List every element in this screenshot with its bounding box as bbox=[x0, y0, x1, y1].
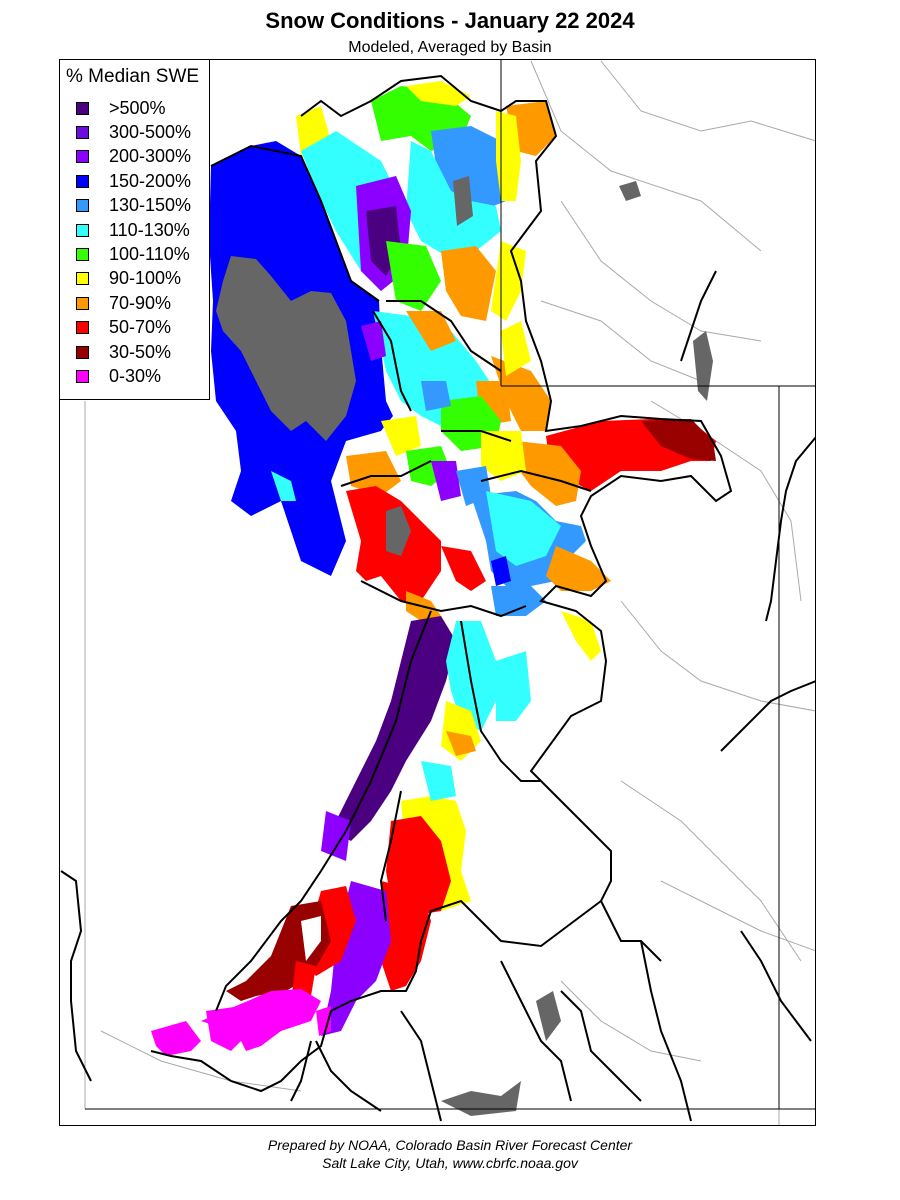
legend-item: 110-130% bbox=[76, 218, 190, 242]
map-title: Snow Conditions - January 22 2024 bbox=[265, 8, 635, 33]
legend-label: 70-90% bbox=[109, 292, 172, 313]
map-legend: % Median SWE >500% 300-500% 200-300% 150-20… bbox=[59, 59, 210, 400]
legend-item: 300-500% bbox=[76, 120, 191, 144]
snow-map-graphic bbox=[60, 60, 815, 1125]
legend-label: 200-300% bbox=[109, 146, 192, 167]
legend-item: 200-300% bbox=[76, 145, 191, 169]
legend-label: >500% bbox=[109, 97, 166, 118]
legend-swatch bbox=[76, 272, 89, 286]
legend-swatch bbox=[76, 150, 89, 164]
legend-swatch bbox=[76, 125, 89, 139]
legend-swatch bbox=[76, 321, 89, 335]
legend-swatch bbox=[76, 223, 89, 237]
snow-map bbox=[59, 59, 816, 1126]
legend-item: 130-150% bbox=[76, 194, 191, 218]
legend-label: 50-70% bbox=[109, 317, 172, 338]
legend-swatch bbox=[76, 199, 89, 213]
legend-label: 150-200% bbox=[109, 170, 192, 191]
legend-item: 30-50% bbox=[76, 340, 171, 364]
legend-swatch bbox=[76, 247, 89, 261]
legend-item: 100-110% bbox=[76, 242, 190, 266]
legend-swatch bbox=[76, 369, 89, 383]
legend-label: 90-100% bbox=[109, 268, 182, 289]
map-subtitle: Modeled, Averaged by Basin bbox=[348, 39, 552, 56]
legend-item: 70-90% bbox=[76, 291, 171, 315]
legend-swatch bbox=[76, 101, 89, 115]
state-borders bbox=[85, 60, 815, 1110]
legend-swatch bbox=[76, 174, 89, 188]
lakes-layer bbox=[441, 181, 713, 1116]
legend-label: 110-130% bbox=[109, 219, 190, 240]
legend-label: 0-30% bbox=[109, 365, 162, 386]
footer-credit: Prepared by NOAA, Colorado Basin River F… bbox=[267, 1137, 633, 1153]
legend-item: >500% bbox=[76, 96, 166, 120]
legend-title: % Median SWE bbox=[66, 66, 200, 87]
legend-item: 50-70% bbox=[76, 316, 171, 340]
legend-swatch bbox=[76, 345, 89, 359]
legend-item: 150-200% bbox=[76, 169, 191, 193]
legend-swatch bbox=[76, 296, 89, 310]
legend-item: 90-100% bbox=[76, 267, 181, 291]
basin-boundaries bbox=[60, 74, 815, 1122]
legend-label: 100-110% bbox=[109, 243, 190, 264]
legend-label: 300-500% bbox=[109, 121, 192, 142]
footer-url: Salt Lake City, Utah, www.cbrfc.noaa.gov bbox=[322, 1155, 578, 1171]
legend-label: 30-50% bbox=[109, 341, 172, 362]
legend-label: 130-150% bbox=[109, 195, 192, 216]
legend-item: 0-30% bbox=[76, 364, 161, 388]
